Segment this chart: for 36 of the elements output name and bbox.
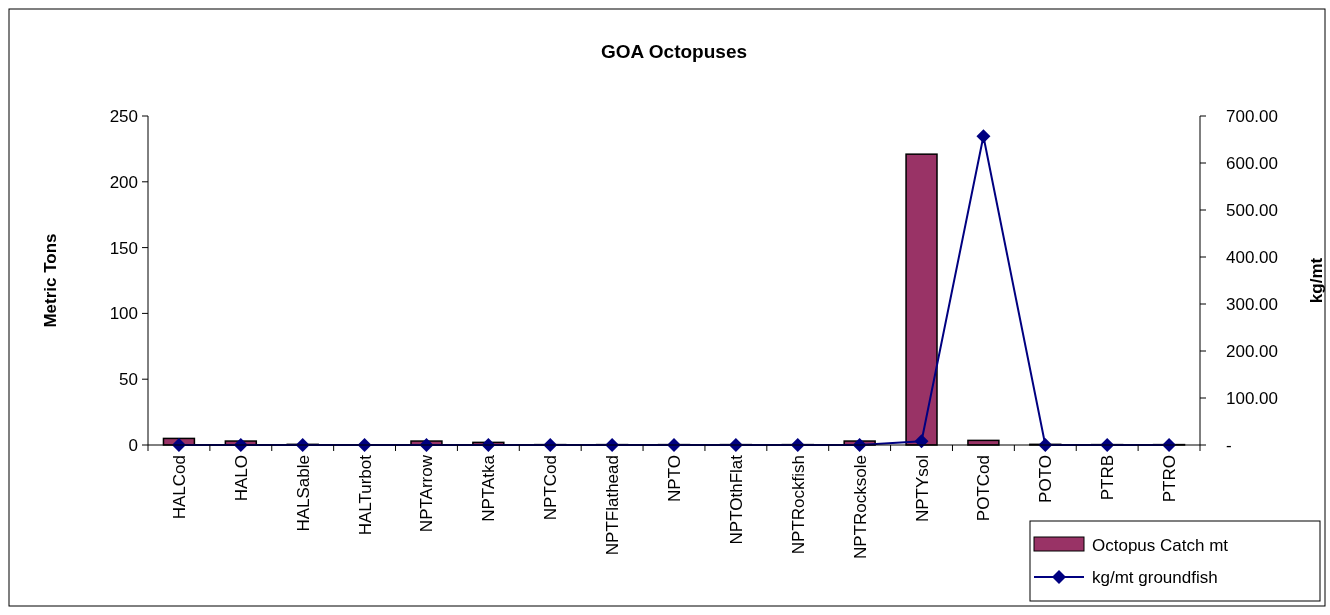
x-tick-label: NPTCod bbox=[541, 455, 561, 521]
x-tick-label: NPTOthFlat bbox=[726, 454, 746, 545]
y2-tick-label: 500.00 bbox=[1226, 201, 1278, 220]
x-tick-label: HALSable bbox=[293, 455, 313, 532]
y2-tick-label: 200.00 bbox=[1226, 342, 1278, 361]
x-tick-label: PTRO bbox=[1160, 455, 1180, 503]
y2-tick-label: 700.00 bbox=[1226, 107, 1278, 126]
legend-label: kg/mt groundfish bbox=[1092, 568, 1218, 587]
x-tick-label: POTO bbox=[1036, 455, 1056, 503]
y2-tick-label: 300.00 bbox=[1226, 295, 1278, 314]
y-tick-label: 150 bbox=[109, 238, 138, 258]
y2-tick-label: - bbox=[1226, 436, 1232, 455]
legend-label: Octopus Catch mt bbox=[1092, 536, 1229, 555]
x-tick-label: NPTO bbox=[665, 455, 684, 502]
x-tick-label: NPTRocksole bbox=[850, 455, 870, 559]
x-tick-label: NPTRockfish bbox=[788, 455, 808, 555]
x-tick-label: HALO bbox=[231, 455, 251, 502]
y2-axis-title: kg/mt bbox=[1307, 257, 1326, 304]
y2-tick-label: 600.00 bbox=[1226, 154, 1278, 173]
x-tick-label: PTRB bbox=[1098, 455, 1118, 501]
y-tick-label: 100 bbox=[109, 304, 138, 324]
x-tick-label: NPTAtka bbox=[479, 454, 499, 522]
y-tick-label: 250 bbox=[109, 107, 138, 126]
y-tick-label: 200 bbox=[109, 172, 138, 192]
y2-tick-label: 400.00 bbox=[1226, 248, 1278, 267]
y-tick-label: 0 bbox=[128, 436, 138, 455]
x-tick-label: NPTArrow bbox=[417, 454, 437, 533]
y2-tick-label: 100.00 bbox=[1226, 389, 1278, 408]
x-tick-label: HALCod bbox=[169, 455, 189, 520]
y-tick-label: 50 bbox=[119, 370, 138, 390]
x-tick-label: NPTYsol bbox=[912, 455, 932, 523]
chart-title: GOA Octopuses bbox=[600, 41, 748, 62]
x-tick-label: HALTurbot bbox=[355, 454, 375, 536]
y-axis-title: Metric Tons bbox=[41, 233, 60, 328]
x-tick-label: NPTFlathead bbox=[603, 455, 623, 556]
x-tick-label: POTCod bbox=[974, 455, 994, 522]
